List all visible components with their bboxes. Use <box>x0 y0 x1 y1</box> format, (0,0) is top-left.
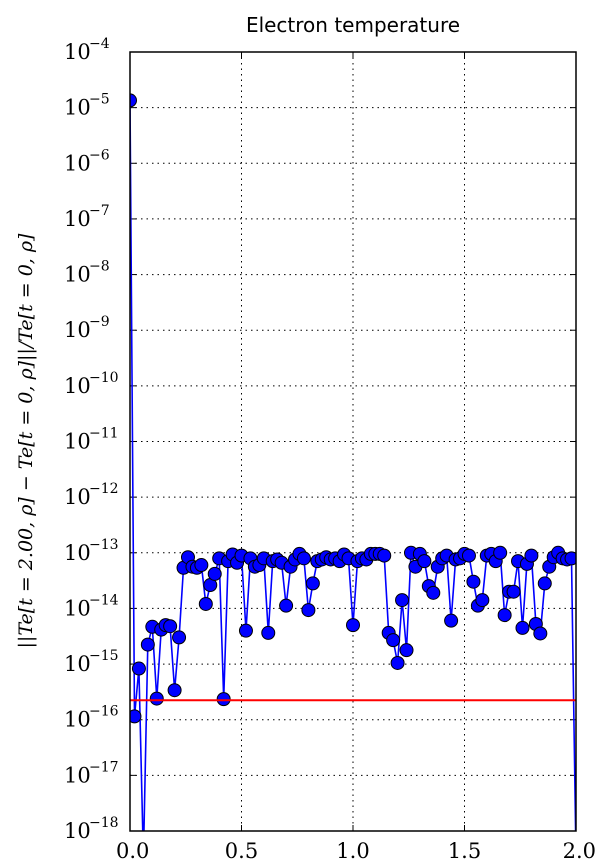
y-tick-label: 10 <box>64 819 91 843</box>
series-group <box>130 93 576 831</box>
y-tick-label-exponent: −18 <box>89 815 119 831</box>
data-point <box>493 545 508 560</box>
data-point <box>466 574 481 589</box>
data-point <box>417 554 432 569</box>
data-point <box>261 625 276 640</box>
data-point <box>461 548 476 563</box>
y-tick-label-exponent: −4 <box>89 36 110 52</box>
data-point <box>149 691 164 706</box>
data-point <box>131 661 146 676</box>
y-tick-label: 10 <box>64 151 91 175</box>
y-tick-label-exponent: −14 <box>89 592 119 608</box>
y-tick-label-exponent: −11 <box>89 426 119 442</box>
y-tick-label: 10 <box>64 374 91 398</box>
y-tick-label: 10 <box>64 263 91 287</box>
data-point <box>140 637 155 652</box>
data-point <box>515 620 530 635</box>
y-tick-label-exponent: −9 <box>89 314 110 330</box>
x-tick-label: 1.0 <box>336 839 369 863</box>
data-point <box>172 630 187 645</box>
data-point <box>167 683 182 698</box>
data-point <box>194 558 209 573</box>
y-tick-label-exponent: −16 <box>89 704 119 720</box>
x-tick-labels: 0.0 0.5 1.0 1.5 2.0 <box>116 839 596 863</box>
y-tick-label: 10 <box>64 652 91 676</box>
y-tick-label: 10 <box>64 541 91 565</box>
data-point <box>506 584 521 599</box>
data-point <box>377 548 392 563</box>
data-point <box>130 709 142 724</box>
data-point <box>207 566 222 581</box>
data-point <box>399 643 414 658</box>
x-tick-label: 1.5 <box>448 839 481 863</box>
data-point <box>395 593 410 608</box>
y-tick-label: 10 <box>64 763 91 787</box>
y-axis-label: ||Te[t = 2.00, ρ] − Te[t = 0, ρ]||/Te[t … <box>15 233 37 649</box>
y-tick-label-exponent: −17 <box>89 759 119 775</box>
data-point <box>390 655 405 670</box>
y-tick-label-exponent: −5 <box>89 92 110 108</box>
data-point <box>426 585 441 600</box>
y-tick-label-exponent: −7 <box>89 203 110 219</box>
data-point <box>444 613 459 628</box>
data-point <box>130 93 137 108</box>
data-point <box>346 618 360 633</box>
data-point <box>537 576 552 591</box>
plot-area <box>130 93 576 831</box>
data-point <box>497 608 512 623</box>
y-tick-label-exponent: −10 <box>89 370 119 386</box>
grid <box>129 51 577 832</box>
data-point <box>296 551 311 566</box>
y-tick-label-exponent: −8 <box>89 259 110 275</box>
y-tick-label-exponent: −6 <box>89 147 110 163</box>
data-point <box>475 593 490 608</box>
y-tick-labels: 10−410−510−610−710−810−910−1010−1110−121… <box>64 36 119 843</box>
y-tick-label-exponent: −12 <box>89 481 119 497</box>
y-tick-label: 10 <box>64 596 91 620</box>
chart-title: Electron temperature <box>246 13 460 37</box>
data-point <box>238 623 253 638</box>
data-point <box>386 633 401 648</box>
data-point <box>533 626 548 641</box>
data-point <box>301 603 316 618</box>
data-point <box>524 548 539 563</box>
x-tick-label: 0.0 <box>116 839 149 863</box>
x-tick-label: 0.5 <box>225 839 258 863</box>
axes-frame <box>129 51 577 832</box>
y-tick-label: 10 <box>64 708 91 732</box>
y-tick-label: 10 <box>64 207 91 231</box>
y-tick-label-exponent: −15 <box>89 648 119 664</box>
data-point <box>216 692 231 707</box>
data-point <box>279 598 294 613</box>
x-tick-label: 2.0 <box>563 839 596 863</box>
y-tick-label: 10 <box>64 96 91 120</box>
y-tick-label: 10 <box>64 485 91 509</box>
data-point <box>198 596 213 611</box>
y-tick-label-exponent: −13 <box>89 537 119 553</box>
data-point <box>163 619 178 634</box>
y-tick-label: 10 <box>64 430 91 454</box>
data-point <box>305 576 320 591</box>
data-point <box>564 551 576 566</box>
y-tick-label: 10 <box>64 40 91 64</box>
y-tick-label: 10 <box>64 318 91 342</box>
